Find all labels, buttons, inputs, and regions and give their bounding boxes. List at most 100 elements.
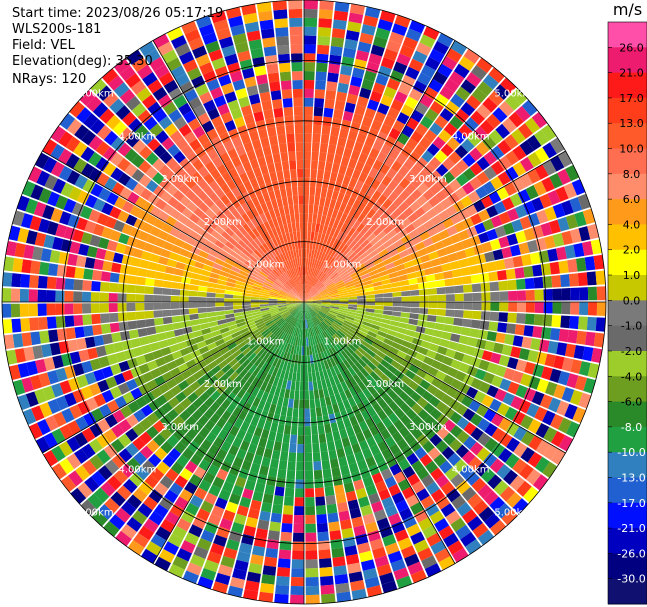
velocity-gate bbox=[268, 467, 278, 478]
velocity-gate bbox=[404, 354, 415, 364]
velocity-gate bbox=[345, 237, 354, 247]
velocity-gate bbox=[535, 237, 547, 251]
velocity-gate bbox=[158, 256, 169, 266]
velocity-gate bbox=[436, 426, 450, 440]
velocity-gate bbox=[310, 307, 319, 314]
velocity-gate bbox=[321, 331, 329, 341]
velocity-gate bbox=[324, 254, 331, 264]
colorbar-tick-label: 21.0 bbox=[619, 67, 644, 80]
velocity-gate bbox=[87, 151, 102, 167]
velocity-gate bbox=[67, 470, 84, 487]
velocity-gate bbox=[322, 369, 329, 380]
velocity-gate bbox=[326, 282, 335, 289]
velocity-gate bbox=[304, 230, 308, 240]
velocity-gate bbox=[187, 392, 199, 404]
velocity-gate bbox=[323, 477, 334, 488]
velocity-gate bbox=[533, 129, 549, 146]
velocity-gate bbox=[347, 251, 357, 261]
velocity-gate bbox=[304, 302, 307, 311]
velocity-gate bbox=[80, 163, 95, 178]
velocity-gate bbox=[362, 321, 372, 328]
velocity-gate bbox=[153, 218, 166, 230]
velocity-gate bbox=[381, 175, 393, 187]
velocity-gate bbox=[479, 119, 495, 135]
velocity-gate bbox=[38, 187, 52, 204]
velocity-gate bbox=[578, 226, 591, 242]
velocity-gate bbox=[396, 575, 413, 589]
velocity-gate bbox=[330, 336, 338, 345]
velocity-gate bbox=[91, 280, 101, 292]
velocity-gate bbox=[194, 261, 205, 270]
velocity-gate bbox=[494, 388, 507, 402]
velocity-gate bbox=[422, 440, 435, 454]
velocity-gate bbox=[297, 302, 304, 309]
colorbar-segment bbox=[608, 376, 647, 403]
velocity-gate bbox=[552, 302, 562, 314]
velocity-gate bbox=[244, 260, 254, 269]
velocity-gate bbox=[128, 266, 139, 276]
velocity-gate bbox=[351, 242, 361, 252]
velocity-gate bbox=[348, 434, 359, 446]
velocity-gate bbox=[508, 111, 524, 128]
colorbar-segment bbox=[608, 502, 647, 529]
velocity-gate bbox=[312, 305, 321, 310]
velocity-gate bbox=[179, 467, 193, 481]
velocity-gate bbox=[130, 257, 141, 267]
velocity-gate bbox=[212, 156, 224, 168]
velocity-gate bbox=[296, 302, 304, 308]
velocity-gate bbox=[373, 509, 387, 522]
velocity-gate bbox=[497, 270, 508, 281]
velocity-gate bbox=[76, 338, 87, 351]
velocity-gate bbox=[184, 460, 198, 474]
velocity-gate bbox=[387, 179, 399, 192]
velocity-gate bbox=[263, 420, 272, 431]
velocity-gate bbox=[176, 454, 190, 468]
velocity-gate bbox=[203, 559, 219, 573]
velocity-gate bbox=[211, 244, 222, 254]
velocity-gate bbox=[138, 363, 150, 375]
velocity-gate bbox=[294, 258, 299, 268]
velocity-gate bbox=[336, 383, 344, 394]
colorbar-segment bbox=[608, 325, 647, 352]
range-label: 5.00km bbox=[76, 507, 114, 518]
velocity-gate bbox=[278, 206, 286, 217]
velocity-gate bbox=[510, 395, 524, 410]
velocity-gate bbox=[207, 107, 220, 120]
velocity-gate bbox=[251, 102, 263, 114]
velocity-gate bbox=[321, 593, 336, 604]
velocity-gate bbox=[28, 303, 38, 317]
velocity-gate bbox=[304, 302, 310, 310]
velocity-gate bbox=[371, 413, 382, 425]
velocity-gate bbox=[490, 161, 505, 176]
velocity-gate bbox=[96, 85, 113, 102]
velocity-gate bbox=[406, 452, 419, 466]
velocity-gate bbox=[250, 207, 260, 218]
velocity-gate bbox=[296, 151, 304, 161]
velocity-gate bbox=[167, 144, 181, 157]
velocity-gate bbox=[482, 97, 498, 113]
velocity-gate bbox=[269, 272, 278, 280]
velocity-gate bbox=[84, 220, 97, 234]
velocity-gate bbox=[260, 371, 268, 382]
velocity-gate bbox=[423, 373, 435, 384]
velocity-gate bbox=[98, 237, 110, 250]
velocity-gate bbox=[331, 467, 341, 478]
velocity-gate bbox=[467, 515, 483, 531]
velocity-gate bbox=[304, 302, 310, 309]
velocity-gate bbox=[294, 309, 300, 318]
velocity-gate bbox=[153, 433, 166, 447]
velocity-gate bbox=[147, 193, 160, 206]
velocity-gate bbox=[428, 343, 440, 353]
velocity-gate bbox=[231, 156, 242, 168]
velocity-gate bbox=[279, 188, 287, 198]
velocity-gate bbox=[442, 356, 454, 367]
velocity-gate bbox=[323, 170, 331, 181]
velocity-gate bbox=[466, 386, 479, 399]
velocity-gate bbox=[330, 298, 340, 301]
velocity-gate bbox=[362, 567, 378, 580]
velocity-gate bbox=[519, 216, 532, 230]
velocity-gate bbox=[306, 284, 310, 294]
velocity-gate bbox=[290, 213, 296, 224]
velocity-gate bbox=[274, 256, 282, 265]
velocity-gate bbox=[384, 476, 397, 489]
